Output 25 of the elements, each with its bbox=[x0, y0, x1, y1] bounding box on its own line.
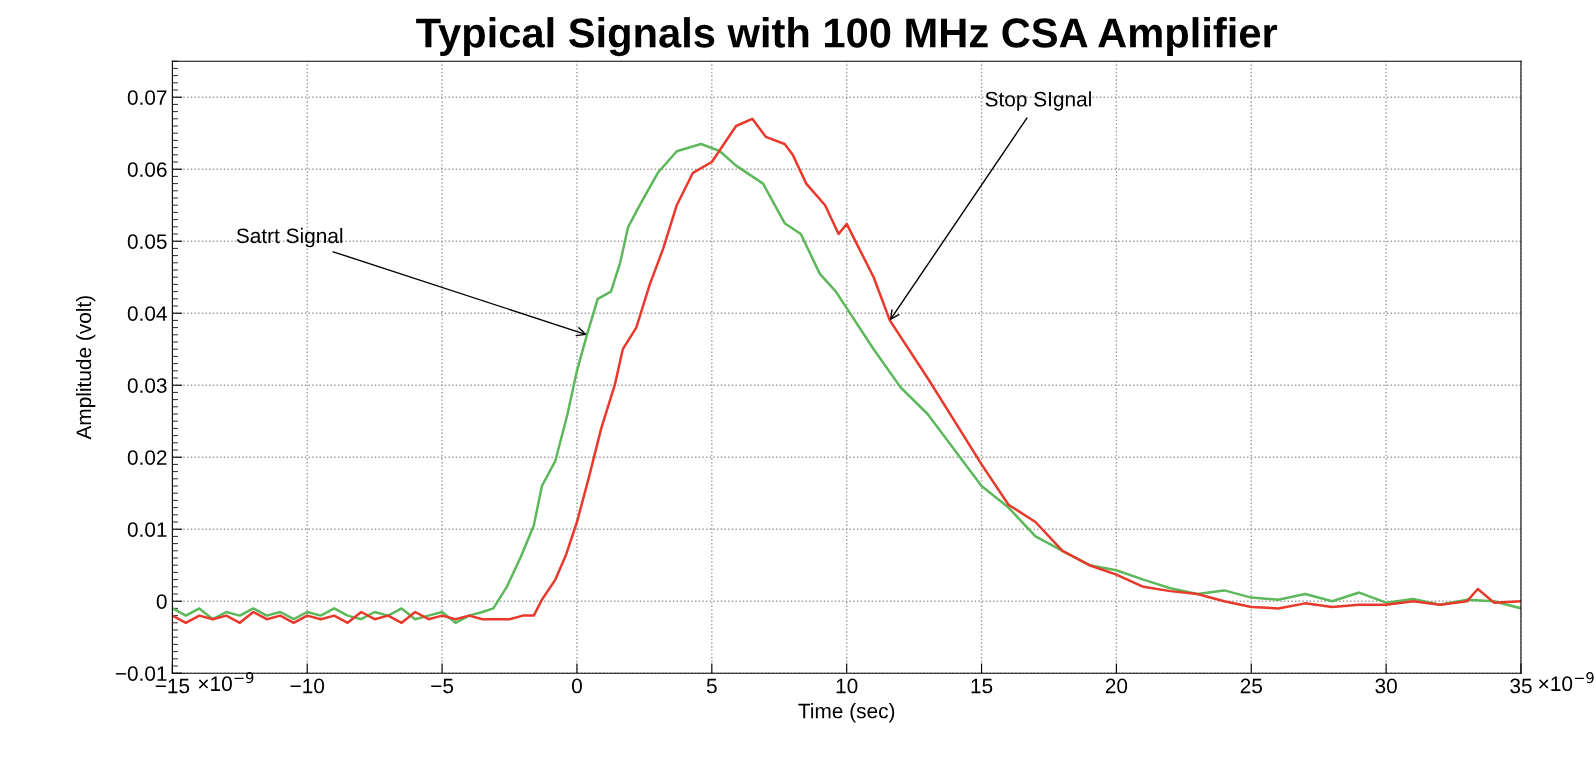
x-axis-title: Time (sec) bbox=[798, 703, 895, 723]
x-tick-label: −5 bbox=[431, 678, 454, 694]
x-tick-label: 0 bbox=[571, 678, 582, 694]
y-tick-label: 0.04 bbox=[127, 306, 167, 321]
chart-title: Typical Signals with 100 MHz CSA Amplifier bbox=[416, 17, 1278, 57]
x-tick-label: 10 bbox=[836, 678, 858, 694]
x-tick-label: 25 bbox=[1240, 678, 1262, 694]
x-tick-label: 30 bbox=[1375, 678, 1397, 694]
text: ×10$^{−9}$ bbox=[1539, 672, 1594, 692]
annotation: Satrt Signal bbox=[236, 227, 343, 248]
y-tick-label: 0.01 bbox=[127, 522, 167, 537]
x-tick-label: 15 bbox=[971, 678, 993, 694]
x-tick-label: −10 bbox=[290, 678, 325, 694]
y-axis-title: Amplitude (volt) bbox=[75, 296, 96, 440]
x-tick-label: 35 bbox=[1510, 678, 1532, 694]
annotation: Stop SIgnal bbox=[985, 91, 1091, 111]
annotation: ×10$^{−9}$ bbox=[198, 672, 254, 692]
y-tick-label: 0 bbox=[156, 594, 167, 609]
x-tick-label: 5 bbox=[706, 678, 717, 694]
y-tick-label: 0.07 bbox=[127, 90, 167, 105]
y-tick-label: 0.05 bbox=[127, 234, 167, 249]
y-tick-label: 0.03 bbox=[127, 378, 167, 393]
x-tick-label: 20 bbox=[1105, 678, 1128, 694]
y-tick-label: 0.06 bbox=[127, 162, 167, 177]
y-tick-label: 0.02 bbox=[127, 450, 167, 465]
